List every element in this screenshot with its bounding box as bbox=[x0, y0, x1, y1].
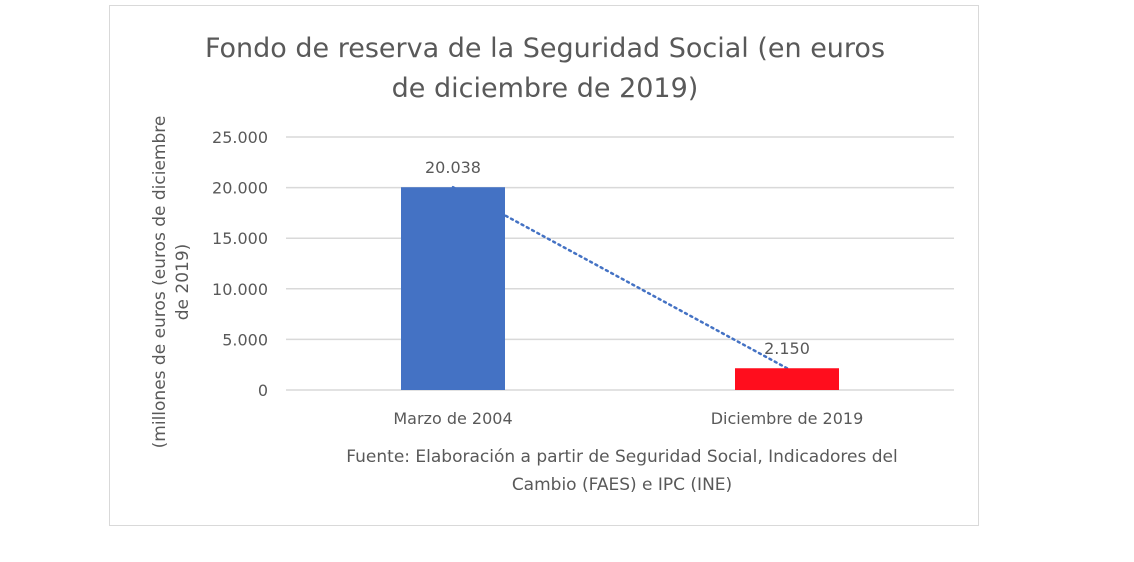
chart-title-line-2: de diciembre de 2019) bbox=[392, 73, 699, 104]
source-note-line-1: Fuente: Elaboración a partir de Segurida… bbox=[346, 447, 897, 467]
source-note-line-2: Cambio (FAES) e IPC (INE) bbox=[512, 475, 732, 495]
bar bbox=[401, 187, 505, 390]
y-tick-label: 0 bbox=[258, 381, 268, 400]
x-tick-label: Marzo de 2004 bbox=[393, 409, 512, 428]
y-tick-label: 15.000 bbox=[212, 229, 268, 248]
y-tick-label: 20.000 bbox=[212, 179, 268, 198]
y-axis-title-line-1: (millones de euros (euros de diciembre bbox=[150, 116, 170, 449]
y-tick-label: 25.000 bbox=[212, 128, 268, 147]
y-tick-label: 5.000 bbox=[222, 330, 268, 349]
chart-frame bbox=[109, 5, 979, 526]
chart-title-line-1: Fondo de reserva de la Seguridad Social … bbox=[205, 33, 885, 64]
data-label: 20.038 bbox=[425, 158, 481, 177]
x-tick-label: Diciembre de 2019 bbox=[711, 409, 864, 428]
data-label: 2.150 bbox=[764, 339, 810, 358]
bar bbox=[735, 368, 839, 390]
y-tick-label: 10.000 bbox=[212, 280, 268, 299]
y-axis-title-line-2: de 2019) bbox=[173, 244, 193, 321]
